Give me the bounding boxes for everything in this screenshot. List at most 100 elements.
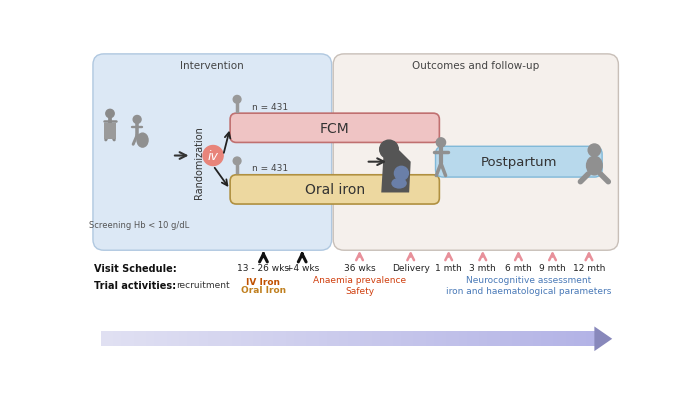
Bar xyxy=(384,331,389,347)
Ellipse shape xyxy=(586,156,603,176)
Bar xyxy=(401,331,406,347)
Bar xyxy=(319,331,323,347)
Bar xyxy=(265,331,270,347)
Bar xyxy=(529,331,534,347)
Circle shape xyxy=(105,110,115,118)
Bar xyxy=(249,331,254,347)
Bar xyxy=(154,331,159,347)
Text: Screening Hb < 10 g/dL: Screening Hb < 10 g/dL xyxy=(90,221,189,230)
Text: 1 mth: 1 mth xyxy=(435,264,462,273)
Bar xyxy=(376,331,381,347)
Circle shape xyxy=(203,146,223,166)
Bar xyxy=(525,331,530,347)
Text: Randomization: Randomization xyxy=(194,126,204,198)
Bar xyxy=(121,331,126,347)
Text: 12 mth: 12 mth xyxy=(573,264,605,273)
Bar xyxy=(150,331,155,347)
Text: Delivery: Delivery xyxy=(391,264,430,273)
Circle shape xyxy=(233,96,241,104)
Bar xyxy=(356,331,361,347)
Bar xyxy=(418,331,423,347)
Bar xyxy=(331,331,336,347)
Text: 36 wks: 36 wks xyxy=(344,264,375,273)
Text: IV Iron: IV Iron xyxy=(246,277,280,287)
Bar xyxy=(582,331,587,347)
Bar xyxy=(380,331,385,347)
Bar xyxy=(512,331,517,347)
Circle shape xyxy=(380,141,398,159)
Text: 6 mth: 6 mth xyxy=(505,264,532,273)
Circle shape xyxy=(589,145,600,157)
Bar xyxy=(335,331,340,347)
Text: Visit Schedule:: Visit Schedule: xyxy=(94,263,177,273)
Bar xyxy=(574,331,579,347)
Bar xyxy=(199,331,204,347)
Bar xyxy=(232,331,237,347)
Bar xyxy=(455,331,459,347)
Text: Postpartum: Postpartum xyxy=(480,156,557,169)
Bar xyxy=(117,331,122,347)
Bar xyxy=(294,331,299,347)
Circle shape xyxy=(233,158,241,165)
Bar xyxy=(483,331,488,347)
Bar xyxy=(220,331,225,347)
Bar xyxy=(314,331,319,347)
Bar xyxy=(414,331,418,347)
Bar xyxy=(516,331,521,347)
Bar xyxy=(434,331,439,347)
FancyBboxPatch shape xyxy=(93,55,332,251)
Bar xyxy=(425,331,430,347)
Bar xyxy=(561,331,566,347)
Bar xyxy=(496,331,500,347)
Bar xyxy=(101,331,105,347)
Bar xyxy=(450,331,455,347)
Text: Intervention: Intervention xyxy=(180,60,244,70)
Bar xyxy=(104,124,116,139)
Bar xyxy=(228,331,233,347)
Text: +4 wks: +4 wks xyxy=(285,264,319,273)
Polygon shape xyxy=(594,327,612,351)
Text: Trial activities:: Trial activities: xyxy=(94,280,177,290)
Bar xyxy=(286,331,291,347)
Ellipse shape xyxy=(391,179,407,189)
Bar xyxy=(360,331,365,347)
Bar xyxy=(570,331,575,347)
FancyBboxPatch shape xyxy=(230,175,439,205)
Bar xyxy=(216,331,221,347)
Bar xyxy=(162,331,167,347)
Bar xyxy=(586,331,591,347)
Bar xyxy=(212,331,217,347)
Bar xyxy=(463,331,468,347)
Bar xyxy=(348,331,353,347)
Bar xyxy=(195,331,200,347)
Bar xyxy=(344,331,348,347)
Text: recruitment: recruitment xyxy=(176,281,230,290)
Bar xyxy=(591,331,595,347)
Text: iv: iv xyxy=(208,150,219,163)
Text: 13 - 26 wks: 13 - 26 wks xyxy=(237,264,289,273)
Bar xyxy=(549,331,554,347)
Bar xyxy=(105,331,110,347)
Bar xyxy=(393,331,398,347)
Bar xyxy=(397,331,402,347)
Bar xyxy=(203,331,208,347)
Bar xyxy=(192,331,196,347)
Bar xyxy=(459,331,464,347)
Bar xyxy=(113,331,118,347)
Text: 3 mth: 3 mth xyxy=(469,264,496,273)
Bar xyxy=(241,331,246,347)
Bar xyxy=(438,331,443,347)
Text: Anaemia prevalence
Safety: Anaemia prevalence Safety xyxy=(313,275,406,295)
Polygon shape xyxy=(381,151,411,193)
Text: 9 mth: 9 mth xyxy=(539,264,566,273)
Bar xyxy=(208,331,212,347)
Bar xyxy=(430,331,434,347)
Bar xyxy=(557,331,562,347)
Bar xyxy=(339,331,344,347)
Bar xyxy=(253,331,257,347)
Bar xyxy=(303,331,307,347)
Circle shape xyxy=(437,139,446,148)
Bar xyxy=(364,331,369,347)
Bar xyxy=(109,331,114,347)
Text: n = 431: n = 431 xyxy=(252,102,288,112)
